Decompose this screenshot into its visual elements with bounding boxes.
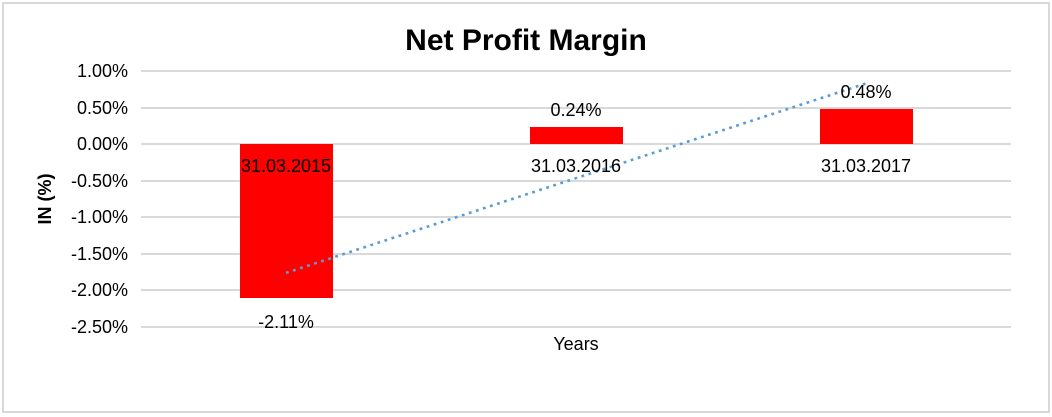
category-label: 31.03.2016 [530, 156, 622, 176]
gridline [141, 179, 1011, 182]
gridline [141, 289, 1011, 292]
y-tick-label: -1.00% [70, 207, 128, 228]
gridline [141, 143, 1011, 146]
x-axis-title: Years [553, 334, 599, 354]
chart-title: Net Profit Margin [405, 24, 647, 57]
category-label: 31.03.2015 [240, 156, 332, 176]
gridline [141, 106, 1011, 109]
y-tick-label: 1.00% [76, 61, 128, 81]
y-tick-label: 0.50% [76, 97, 128, 118]
trendline-path [285, 82, 867, 275]
y-tick-label: -2.50% [70, 317, 128, 337]
y-tick-label: -0.50% [70, 170, 128, 191]
category-label: 31.03.2017 [820, 156, 912, 176]
gridline [141, 252, 1011, 255]
bar [529, 126, 623, 145]
data-label: -2.11% [258, 312, 314, 333]
y-tick-label: -2.00% [70, 280, 128, 301]
gridline [141, 216, 1011, 219]
y-tick-label: -1.50% [70, 243, 128, 264]
data-label: 0.48% [840, 82, 892, 103]
bar [819, 109, 913, 145]
gridline [141, 70, 1011, 72]
y-tick-label: 0.00% [76, 134, 128, 155]
gridline [141, 326, 1011, 328]
data-label: 0.24% [550, 99, 602, 120]
